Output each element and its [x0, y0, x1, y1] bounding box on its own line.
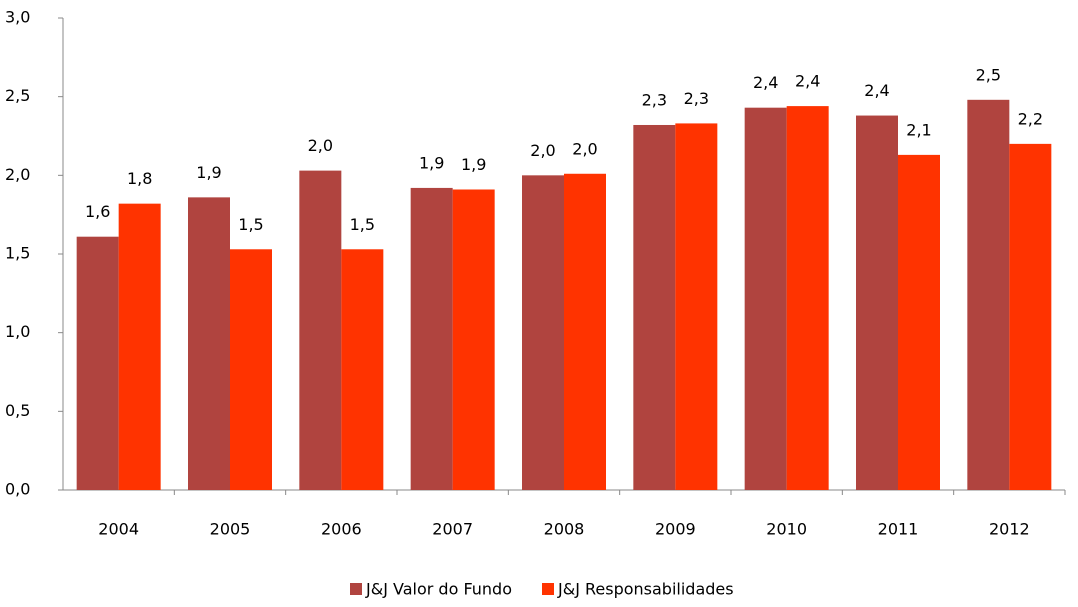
- bar: [410, 187, 453, 491]
- bar: [967, 99, 1010, 491]
- y-tick-label: 0,0: [5, 480, 30, 499]
- bar: [744, 107, 787, 491]
- bar: [299, 170, 342, 490]
- bar: [898, 154, 940, 490]
- value-label: 1,5: [350, 215, 375, 234]
- value-label: 1,9: [196, 163, 221, 182]
- bar: [118, 203, 161, 491]
- legend-swatch: [350, 583, 362, 595]
- value-label: 2,4: [864, 81, 889, 100]
- value-label: 2,5: [976, 65, 1001, 84]
- x-tick-label: 2004: [98, 520, 139, 539]
- value-label: 2,0: [572, 139, 597, 158]
- value-label: 1,9: [461, 155, 486, 174]
- value-label: 2,3: [684, 89, 709, 108]
- x-tick-label: 2008: [544, 520, 585, 539]
- x-tick-label: 2007: [432, 520, 473, 539]
- x-tick-label: 2006: [321, 520, 362, 539]
- value-label: 2,0: [308, 136, 333, 155]
- x-tick-label: 2009: [655, 520, 696, 539]
- value-label: 2,4: [753, 73, 778, 92]
- x-tick-label: 2011: [878, 520, 919, 539]
- y-tick-label: 0,5: [5, 401, 30, 420]
- legend-swatch: [542, 583, 554, 595]
- bar: [230, 249, 272, 490]
- bar: [452, 189, 495, 490]
- bar: [1009, 143, 1052, 490]
- bar: [341, 249, 384, 490]
- y-tick-label: 1,0: [5, 322, 30, 341]
- bar: [188, 197, 230, 491]
- bar: [76, 236, 119, 490]
- value-label: 2,1: [906, 120, 931, 139]
- legend-label: J&J Responsabilidades: [557, 580, 734, 599]
- bar: [856, 115, 898, 491]
- legend-label: J&J Valor do Fundo: [365, 580, 512, 599]
- value-label: 1,6: [85, 202, 110, 221]
- y-tick-label: 3,0: [5, 8, 30, 27]
- value-label: 2,2: [1018, 109, 1043, 128]
- x-tick-label: 2005: [210, 520, 251, 539]
- bar: [522, 175, 564, 491]
- value-label: 1,9: [419, 153, 444, 172]
- value-label: 2,4: [795, 72, 820, 91]
- value-label: 2,3: [642, 90, 667, 109]
- y-tick-label: 1,5: [5, 244, 30, 263]
- value-label: 1,5: [238, 215, 263, 234]
- bar: [675, 123, 718, 490]
- bar: [633, 124, 676, 490]
- y-tick-label: 2,0: [5, 165, 30, 184]
- y-tick-label: 2,5: [5, 86, 30, 105]
- x-tick-label: 2010: [766, 520, 807, 539]
- value-label: 1,8: [127, 169, 152, 188]
- x-tick-label: 2012: [989, 520, 1030, 539]
- value-label: 2,0: [530, 141, 555, 160]
- bar: [786, 106, 829, 491]
- bar: [564, 173, 606, 490]
